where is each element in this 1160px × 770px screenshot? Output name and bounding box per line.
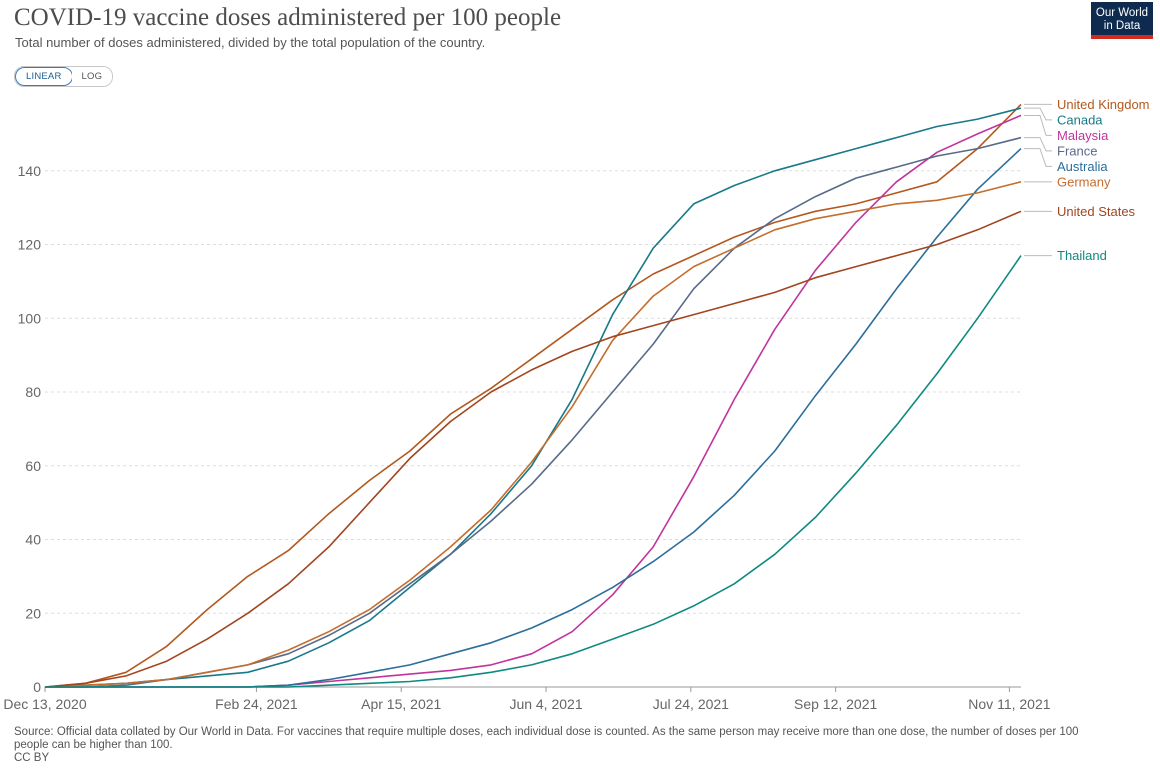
x-tick-label-0: Dec 13, 2020 xyxy=(3,696,86,712)
x-tick-label-6: Nov 11, 2021 xyxy=(968,696,1050,712)
license-note: CC BY xyxy=(14,752,50,764)
chart-title: COVID-19 vaccine doses administered per … xyxy=(14,4,562,31)
y-tick-label-120: 120 xyxy=(18,237,42,253)
line-chart: 0 20 40 60 80 100 120 140 Dec 13, 2020 Feb 24, 20… xyxy=(3,97,1150,712)
owid-logo[interactable]: Our World in Data xyxy=(1091,2,1153,39)
legend-label-canada: Canada xyxy=(1057,112,1103,127)
series-line-thailand xyxy=(45,255,1022,688)
chart-footer: Source: Official data collated by Our Wo… xyxy=(14,726,1109,765)
legend-label-malaysia: Malaysia xyxy=(1057,128,1109,143)
legend-connector-france xyxy=(1024,137,1052,152)
x-tick-label-4: Jul 24, 2021 xyxy=(653,696,729,712)
legend-label-australia: Australia xyxy=(1057,159,1108,174)
series-line-malaysia xyxy=(45,114,1022,688)
legend-connector-malaysia xyxy=(1024,114,1052,136)
y-tick-label-80: 80 xyxy=(25,384,41,400)
x-tick-label-2: Apr 15, 2021 xyxy=(361,696,441,712)
chart-subtitle: Total number of doses administered, divi… xyxy=(15,35,486,50)
legend-label-united-states: United States xyxy=(1057,204,1136,219)
series-line-france xyxy=(45,136,1022,688)
legend-label-germany: Germany xyxy=(1057,174,1111,189)
scale-toggle: LINEAR LOG xyxy=(14,66,114,87)
y-tick-label-0: 0 xyxy=(33,679,41,695)
legend-connector-canada xyxy=(1024,107,1052,121)
series-line-united-states xyxy=(44,210,1022,688)
x-tick-label-1: Feb 24, 2021 xyxy=(215,696,298,712)
log-scale-button[interactable]: LOG xyxy=(71,67,113,86)
y-tick-label-20: 20 xyxy=(25,605,41,621)
source-note: Source: Official data collated by Our Wo… xyxy=(14,726,1079,751)
y-tick-label-140: 140 xyxy=(18,163,42,179)
y-tick-label-60: 60 xyxy=(25,458,41,474)
legend-label-france: France xyxy=(1057,143,1097,158)
logo-line-1: Our World xyxy=(1095,7,1149,19)
series-line-australia xyxy=(45,148,1022,688)
x-tick-label-5: Sep 12, 2021 xyxy=(794,696,878,712)
x-tick-label-3: Jun 4, 2021 xyxy=(509,696,582,712)
y-tick-label-100: 100 xyxy=(18,310,42,326)
series-line-canada xyxy=(44,107,1022,688)
legend-connector-australia xyxy=(1024,148,1052,167)
legend-label-united-kingdom: United Kingdom xyxy=(1057,97,1150,112)
series-line-united-kingdom xyxy=(44,103,1022,688)
logo-line-2: in Data xyxy=(1103,20,1141,32)
series-line-germany xyxy=(44,181,1022,688)
legend-label-thailand: Thailand xyxy=(1057,248,1107,263)
y-tick-label-40: 40 xyxy=(25,532,41,548)
